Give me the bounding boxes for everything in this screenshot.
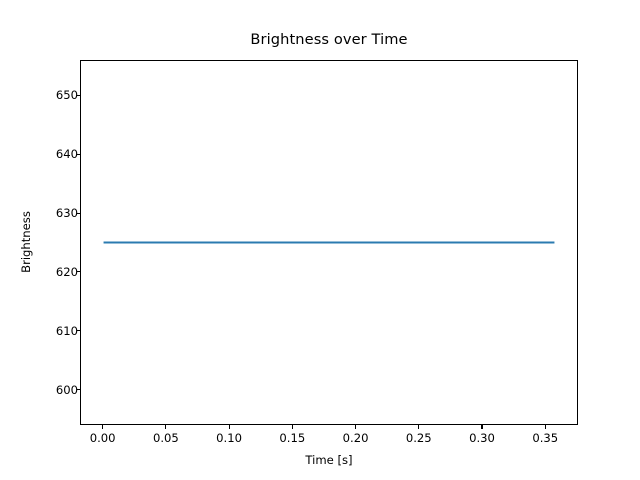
y-tick-label: 640 <box>55 147 78 162</box>
x-tick-mark <box>544 425 546 429</box>
x-tick-label: 0.15 <box>279 431 306 445</box>
y-tick-mark <box>76 389 80 391</box>
x-tick-label: 0.10 <box>216 431 243 445</box>
x-tick-label: 0.35 <box>532 431 559 445</box>
x-tick-label: 0.25 <box>405 431 432 445</box>
x-tick-label: 0.05 <box>152 431 179 445</box>
chart-title: Brightness over Time <box>0 31 640 48</box>
y-tick-label: 650 <box>55 88 78 103</box>
y-tick-label: 610 <box>55 323 78 338</box>
y-axis-label-text: Brightness <box>19 211 33 273</box>
plot-axes <box>80 60 578 425</box>
y-tick-label: 630 <box>55 206 78 221</box>
y-tick-mark <box>76 94 80 96</box>
x-tick-label: 0.00 <box>89 431 116 445</box>
y-axis-label: Brightness <box>18 0 34 480</box>
y-tick-label: 620 <box>55 264 78 279</box>
x-tick-mark <box>102 425 104 429</box>
x-tick-mark <box>165 425 167 429</box>
chart-title-text: Brightness over Time <box>250 31 408 48</box>
x-tick-label: 0.30 <box>469 431 495 445</box>
y-tick-mark <box>76 153 80 155</box>
x-tick-mark <box>418 425 420 429</box>
x-tick-mark <box>291 425 293 429</box>
plot-svg <box>103 241 555 244</box>
y-tick-mark <box>76 271 80 273</box>
x-tick-mark <box>228 425 230 429</box>
x-axis-label-text: Time [s] <box>305 453 353 467</box>
y-tick-label: 600 <box>55 382 78 397</box>
x-tick-mark <box>355 425 357 429</box>
y-tick-mark <box>76 212 80 214</box>
x-axis-label: Time [s] <box>0 453 640 467</box>
x-tick-label: 0.20 <box>342 431 369 445</box>
y-tick-mark <box>76 330 80 332</box>
x-tick-mark <box>481 425 483 429</box>
